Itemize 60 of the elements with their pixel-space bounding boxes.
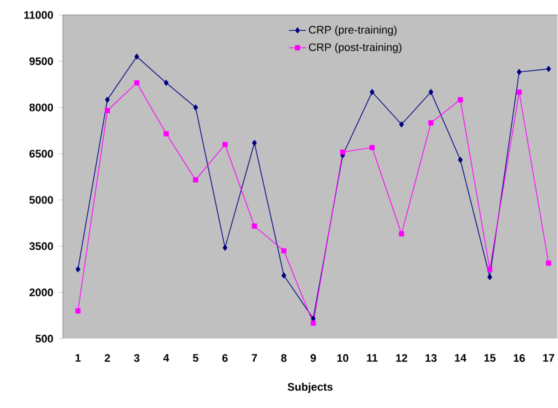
point — [222, 244, 228, 251]
y-tick-label: 9500 — [29, 58, 53, 66]
legend-label: CRP (post-training) — [308, 43, 402, 54]
x-tick-label: 8 — [281, 354, 287, 362]
point — [487, 274, 492, 280]
point — [487, 266, 492, 272]
point — [546, 66, 551, 72]
point — [458, 97, 463, 103]
point — [398, 231, 404, 237]
x-tick-label: 12 — [396, 354, 408, 362]
point — [134, 54, 140, 60]
x-tick-label: 2 — [104, 354, 110, 362]
point — [164, 131, 169, 136]
point — [428, 89, 434, 96]
x-tick-label: 10 — [337, 354, 348, 362]
x-tick-label: 16 — [514, 354, 525, 362]
point — [282, 272, 286, 279]
y-tick-label: 3500 — [29, 242, 53, 250]
point — [193, 178, 198, 183]
point — [458, 157, 463, 164]
point — [105, 96, 110, 103]
y-tick-label: 2000 — [29, 288, 53, 296]
point — [252, 140, 257, 146]
point — [370, 89, 374, 96]
x-tick-label: 4 — [163, 354, 170, 362]
point — [516, 69, 522, 76]
x-tick-label: 17 — [543, 354, 554, 362]
point — [252, 224, 258, 229]
point — [193, 104, 198, 111]
x-tick-label: 6 — [222, 354, 228, 362]
point — [310, 320, 316, 326]
x-tick-label: 9 — [310, 354, 316, 362]
point — [164, 80, 169, 86]
point — [75, 308, 81, 314]
y-tick-label: 6500 — [29, 150, 53, 158]
point — [222, 142, 228, 148]
point — [76, 266, 80, 272]
x-tick-label: 15 — [484, 354, 496, 362]
x-tick-label: 14 — [454, 354, 466, 362]
point — [134, 80, 140, 86]
y-tick-label: 500 — [36, 334, 53, 343]
point — [281, 248, 286, 254]
y-tick-label: 11000 — [24, 11, 53, 20]
x-tick-label: 7 — [252, 354, 257, 362]
point — [516, 90, 522, 95]
x-tick-label: 1 — [76, 354, 81, 362]
point — [428, 120, 434, 126]
point — [340, 150, 346, 155]
point — [370, 145, 375, 150]
point — [104, 108, 110, 114]
point — [399, 122, 404, 128]
x-tick-label: 13 — [426, 354, 437, 362]
legend-label: CRP (pre-training) — [308, 26, 397, 36]
x-tick-label: 3 — [134, 354, 140, 362]
y-tick-label: 8000 — [29, 104, 53, 112]
y-tick-label: 5000 — [29, 196, 53, 204]
x-tick-label: 5 — [192, 354, 198, 362]
x-axis-title: Subjects — [288, 382, 333, 394]
point — [546, 260, 552, 266]
x-tick-label: 11 — [367, 354, 378, 362]
